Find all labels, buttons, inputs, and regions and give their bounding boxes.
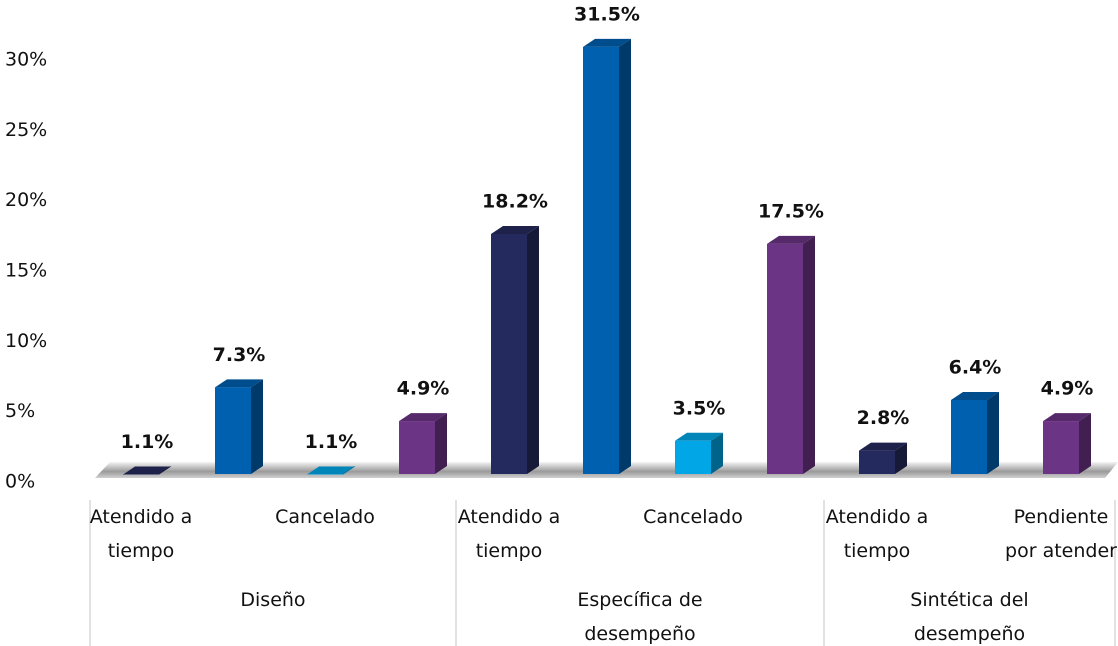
group-label: Sintética del desempeño xyxy=(910,589,1029,645)
x-tick-label: Atendido a tiempo xyxy=(457,506,561,562)
bar-side xyxy=(251,379,263,474)
bar-top xyxy=(215,379,263,388)
value-label: 18.2% xyxy=(482,190,548,212)
y-tick-label: 10% xyxy=(5,330,47,352)
bar xyxy=(675,440,711,474)
value-label: 2.8% xyxy=(857,407,910,429)
bar xyxy=(307,474,343,475)
bar-side xyxy=(711,432,723,474)
bar-top xyxy=(767,235,815,244)
bar-side xyxy=(895,442,907,474)
bar-top xyxy=(1043,413,1091,422)
x-tick-label: Cancelado xyxy=(643,506,743,528)
group-label: Diseño xyxy=(240,589,306,611)
bar-top xyxy=(123,466,171,475)
bar xyxy=(1043,421,1079,474)
value-label: 3.5% xyxy=(673,397,726,419)
x-tick-label: Pendiente por atender xyxy=(1005,506,1117,562)
value-label: 6.4% xyxy=(949,356,1002,378)
bar-top xyxy=(859,442,907,451)
bar xyxy=(583,46,619,475)
group-label: Específica de desempeño xyxy=(577,589,703,645)
bar-top xyxy=(399,413,447,422)
y-tick-label: 0% xyxy=(5,471,35,493)
y-tick-label: 5% xyxy=(5,400,35,422)
bar xyxy=(859,450,895,474)
bar-top xyxy=(307,466,355,475)
y-tick-label: 15% xyxy=(5,260,47,282)
bar-side xyxy=(159,466,171,475)
bar-side xyxy=(803,235,815,474)
value-label: 7.3% xyxy=(213,344,266,366)
bar-top xyxy=(951,391,999,400)
bar-top xyxy=(491,225,539,234)
bar-side xyxy=(987,391,999,474)
x-tick-label: Atendido a tiempo xyxy=(89,506,193,562)
bar xyxy=(215,387,251,474)
value-label: 17.5% xyxy=(758,200,824,222)
x-tick-label: Atendido a tiempo xyxy=(825,506,929,562)
bar-top xyxy=(675,432,723,441)
bar xyxy=(399,421,435,474)
bar-top xyxy=(583,38,631,47)
x-tick-label: Cancelado xyxy=(275,506,375,528)
value-label: 1.1% xyxy=(121,431,174,453)
bar xyxy=(491,233,527,474)
y-tick-label: 30% xyxy=(5,49,47,71)
bar-side xyxy=(435,413,447,474)
bar-side xyxy=(1079,413,1091,474)
bar xyxy=(951,399,987,474)
value-label: 31.5% xyxy=(574,3,640,25)
y-tick-label: 20% xyxy=(5,189,47,211)
bar xyxy=(123,474,159,475)
y-tick-label: 25% xyxy=(5,119,47,141)
bar-side xyxy=(619,38,631,475)
value-label: 4.9% xyxy=(397,378,450,400)
bar-side xyxy=(527,225,539,474)
bar xyxy=(767,243,803,474)
bar-side xyxy=(343,466,355,475)
value-label: 1.1% xyxy=(305,431,358,453)
value-label: 4.9% xyxy=(1041,378,1094,400)
